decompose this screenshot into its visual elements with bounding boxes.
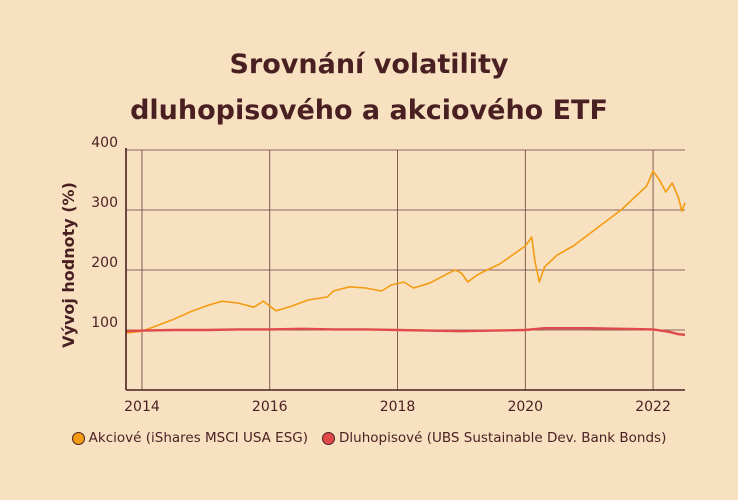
axes — [125, 148, 685, 391]
legend-swatch-akciove — [71, 431, 85, 445]
legend: Akciové (iShares MSCI USA ESG) Dluhopiso… — [0, 430, 738, 446]
grid-lines — [126, 149, 685, 390]
series-line-akciove — [125, 170, 686, 334]
y-tick-label: 200 — [91, 255, 118, 271]
chart-title-line-1: Srovnání volatility — [229, 49, 509, 80]
y-tick-label: 400 — [91, 135, 118, 151]
legend-label-dluhopisove: Dluhopisové (UBS Sustainable Dev. Bank B… — [339, 430, 667, 446]
line-chart: 100 200 300 400 2014 2016 2018 2020 2022 Vývoj h… — [59, 135, 686, 415]
y-tick-label: 300 — [91, 195, 118, 211]
series-line-dluhopisove — [125, 327, 686, 336]
chart-title: Srovnání volatility dluhopisového a akci… — [0, 42, 738, 134]
legend-item-akciove: Akciové (iShares MSCI USA ESG) — [71, 430, 308, 446]
x-tick-label: 2020 — [507, 399, 543, 415]
legend-label-akciove: Akciové (iShares MSCI USA ESG) — [88, 430, 308, 446]
tick-labels: 100 200 300 400 2014 2016 2018 2020 2022 — [91, 135, 671, 415]
chart-title-line-2: dluhopisového a akciového ETF — [130, 95, 608, 126]
x-tick-label: 2014 — [124, 399, 160, 415]
x-tick-label: 2016 — [252, 399, 288, 415]
y-tick-label: 100 — [91, 315, 118, 331]
x-tick-label: 2018 — [380, 399, 416, 415]
x-tick-label: 2022 — [635, 399, 671, 415]
legend-item-dluhopisove: Dluhopisové (UBS Sustainable Dev. Bank B… — [322, 430, 666, 446]
series-layer — [125, 170, 686, 336]
y-axis-label: Vývoj hodnoty (%) — [59, 182, 78, 348]
legend-swatch-dluhopisove — [322, 431, 335, 445]
